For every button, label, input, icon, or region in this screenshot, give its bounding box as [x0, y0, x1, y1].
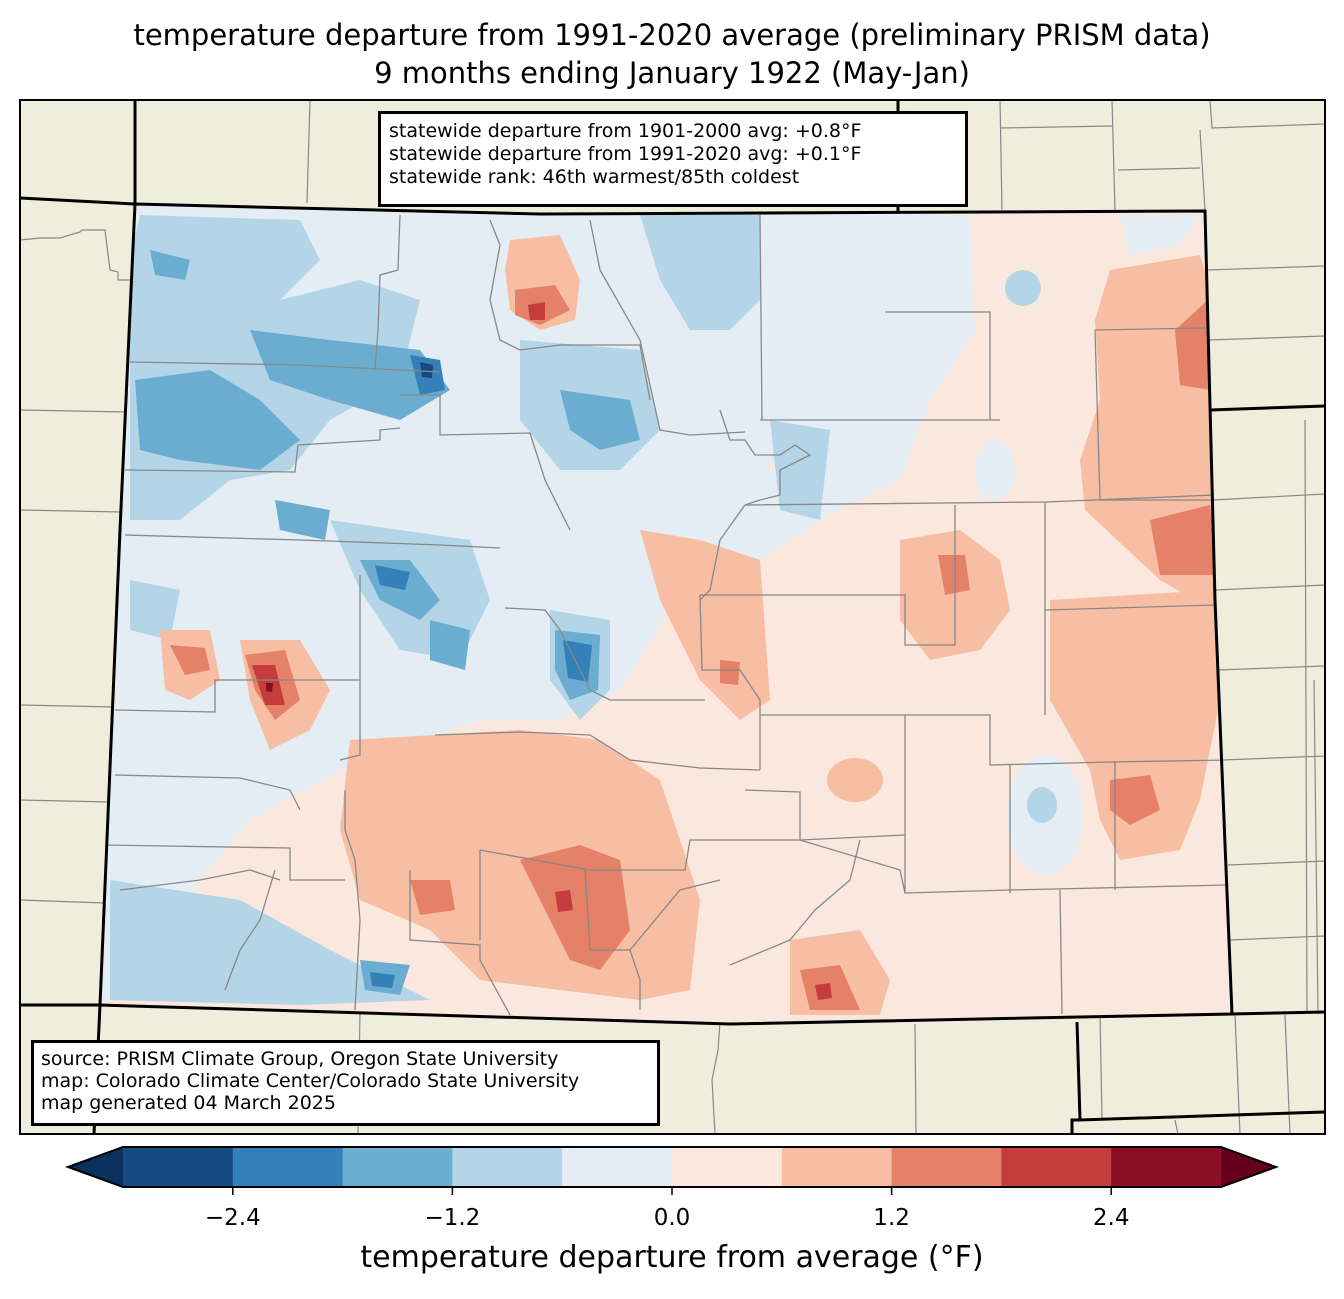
colorbar-tick-label: −1.2: [424, 1205, 481, 1231]
contour-band-coldest: [420, 362, 433, 378]
contour-band-cold: [135, 370, 300, 470]
contour-band-warm: [1110, 775, 1160, 825]
contour-band-cool: [130, 580, 180, 640]
map-frame-border: [19, 99, 1326, 1135]
colorbar-over-extend: [1221, 1147, 1276, 1187]
credits-box: source: PRISM Climate Group, Oregon Stat…: [31, 1040, 660, 1126]
colorbar-bin: [672, 1147, 783, 1187]
colorbar-tick-label: 1.2: [873, 1205, 910, 1231]
colorbar-outline: [65, 1146, 1279, 1188]
map-title: temperature departure from 1991-2020 ave…: [133, 18, 1211, 52]
credits-source: source: PRISM Climate Group, Oregon Stat…: [41, 1048, 559, 1070]
stats-line-rank: statewide rank: 46th warmest/85th coldes…: [389, 166, 800, 188]
colorbar-under-extend: [68, 1147, 123, 1187]
contour-band-hot: [528, 302, 545, 320]
colorbar-bin: [452, 1147, 563, 1187]
contour-band-warm: [170, 645, 210, 675]
colorado-departure-field: [100, 204, 1232, 1024]
contour-band-cool: [1027, 787, 1057, 823]
contour-band-cold: [150, 250, 190, 280]
contour-band-warm: [827, 758, 883, 802]
contour-band-cool: [1005, 270, 1041, 306]
contour-band-warm: [1050, 590, 1220, 860]
contour-band-cold: [250, 330, 450, 420]
contour-band-cool: [975, 440, 1015, 500]
state-borders: [20, 100, 1325, 1134]
contour-band-hottest: [266, 683, 273, 692]
contour-band-hot: [555, 890, 573, 912]
colorbar-tick-label: −2.4: [204, 1205, 261, 1231]
colorbar: [65, 1146, 1279, 1195]
colorbar-bin: [342, 1147, 453, 1187]
contour-band-cold: [275, 500, 330, 540]
contour-band-cool: [110, 880, 430, 1005]
stats-line-1901-2000: statewide departure from 1901-2000 avg: …: [389, 120, 862, 142]
contour-band-cold: [560, 390, 640, 450]
contour-band-cool: [640, 215, 760, 330]
contour-band-cool: [770, 420, 830, 520]
colorbar-bin: [891, 1147, 1002, 1187]
stats-line-1991-2020: statewide departure from 1991-2020 avg: …: [389, 143, 862, 165]
colorbar-bin: [781, 1147, 893, 1187]
credits-map: map: Colorado Climate Center/Colorado St…: [41, 1070, 580, 1092]
contour-band-warm: [938, 555, 970, 595]
contour-band-cold: [430, 620, 470, 670]
colorbar-bin: [1001, 1147, 1112, 1187]
colorbar-label: temperature departure from average (°F): [360, 1240, 984, 1275]
contour-band-warm: [410, 880, 455, 915]
map-subtitle: 9 months ending January 1922 (May-Jan): [374, 56, 970, 90]
contour-band-warm: [520, 845, 630, 970]
contour-band-cold: [370, 972, 395, 988]
contour-band-warm: [1175, 300, 1210, 390]
neighbor-county-lines: [20, 100, 1325, 1134]
colorbar-bin: [1111, 1147, 1222, 1187]
contour-band-hot: [815, 983, 832, 1000]
statewide-stats-box: statewide departure from 1901-2000 avg: …: [378, 111, 968, 207]
colorado-county-lines: [104, 214, 1229, 1016]
colorbar-bin: [123, 1147, 234, 1187]
contour-band-warm: [1150, 505, 1217, 575]
colorbar-tick-label: 2.4: [1092, 1205, 1130, 1231]
contour-band-warm: [720, 660, 740, 685]
contour-band-cold: [375, 565, 410, 590]
credits-generated: map generated 04 March 2025: [41, 1092, 336, 1114]
colorbar-bin: [232, 1147, 344, 1187]
colorbar-bin: [562, 1147, 673, 1187]
contour-band-cool: [1120, 215, 1200, 255]
colorbar-tick-label: 0.0: [653, 1205, 691, 1231]
